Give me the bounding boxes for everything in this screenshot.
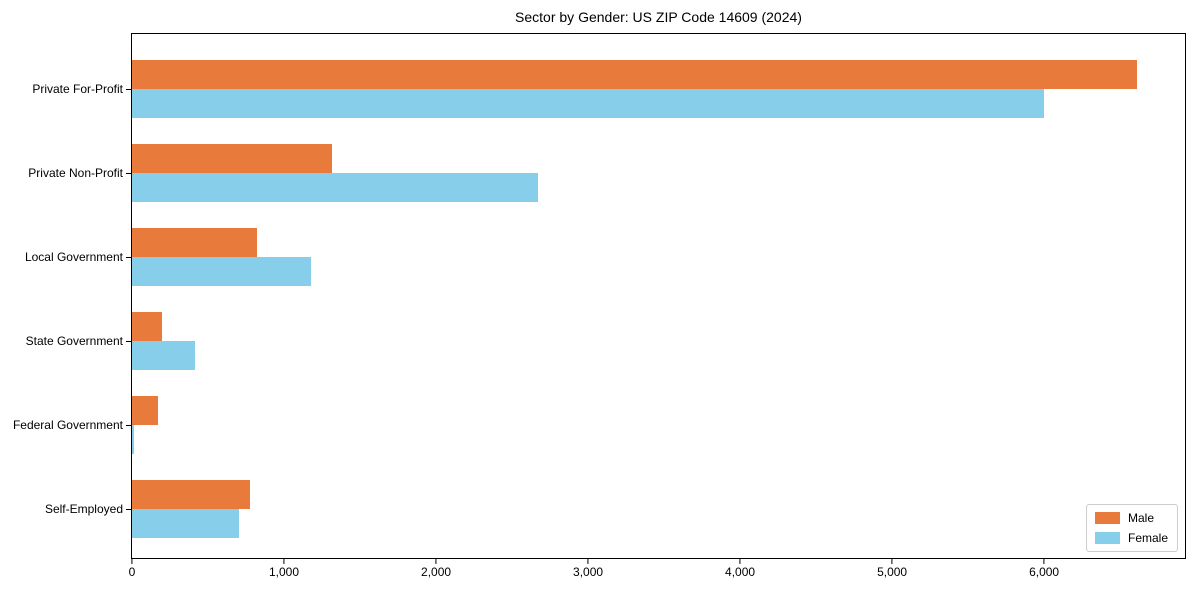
bar-male-state-government — [132, 312, 162, 341]
bar-male-self-employed — [132, 480, 250, 509]
y-axis-label: Private For-Profit — [32, 82, 123, 96]
chart-title: Sector by Gender: US ZIP Code 14609 (202… — [515, 9, 802, 25]
bar-male-federal-government — [132, 396, 158, 425]
bar-male-local-government — [132, 228, 258, 257]
bar-male-private-for-profit — [132, 60, 1137, 89]
bar-female-private-for-profit — [132, 89, 1045, 118]
x-axis-tick — [587, 559, 589, 564]
legend-swatch-male — [1094, 512, 1120, 524]
x-axis-tick-label: 0 — [128, 565, 136, 579]
y-axis-label: Federal Government — [12, 418, 123, 432]
y-axis-tick — [126, 172, 131, 174]
legend: Male Female — [1085, 504, 1178, 552]
y-axis-label: Local Government — [24, 250, 123, 264]
x-axis-tick-label: 4,000 — [725, 565, 756, 579]
x-axis-tick-label: 1,000 — [269, 565, 300, 579]
y-axis-label: Private Non-Profit — [28, 166, 123, 180]
x-axis-tick — [283, 559, 285, 564]
bar-female-private-non-profit — [132, 173, 538, 202]
y-axis-tick — [126, 508, 131, 510]
x-axis-tick — [435, 559, 437, 564]
legend-item-female: Female — [1094, 531, 1168, 545]
x-axis-tick — [131, 559, 133, 564]
bar-male-private-non-profit — [132, 144, 332, 173]
y-axis-tick — [126, 88, 131, 90]
bar-female-federal-government — [132, 425, 135, 454]
bar-female-local-government — [132, 257, 312, 286]
x-axis-tick-label: 6,000 — [1029, 565, 1060, 579]
x-axis-tick-label: 2,000 — [421, 565, 452, 579]
x-axis-tick — [891, 559, 893, 564]
x-axis-tick-label: 5,000 — [877, 565, 908, 579]
legend-label: Male — [1127, 511, 1154, 525]
y-axis-tick — [126, 424, 131, 426]
legend-label: Female — [1127, 531, 1168, 545]
bar-female-self-employed — [132, 509, 240, 538]
y-axis-label: State Government — [25, 334, 123, 348]
x-axis-tick — [739, 559, 741, 564]
y-axis-tick — [126, 340, 131, 342]
y-axis-tick — [126, 256, 131, 258]
bar-female-state-government — [132, 341, 196, 370]
legend-swatch-female — [1094, 532, 1120, 544]
plot-area: Private For-Profit Private Non-Profit Loca… — [13, 33, 1186, 579]
y-axis-label: Self-Employed — [44, 502, 123, 516]
x-axis-tick-label: 3,000 — [573, 565, 604, 579]
x-axis-tick — [1043, 559, 1045, 564]
legend-item-male: Male — [1094, 511, 1168, 525]
